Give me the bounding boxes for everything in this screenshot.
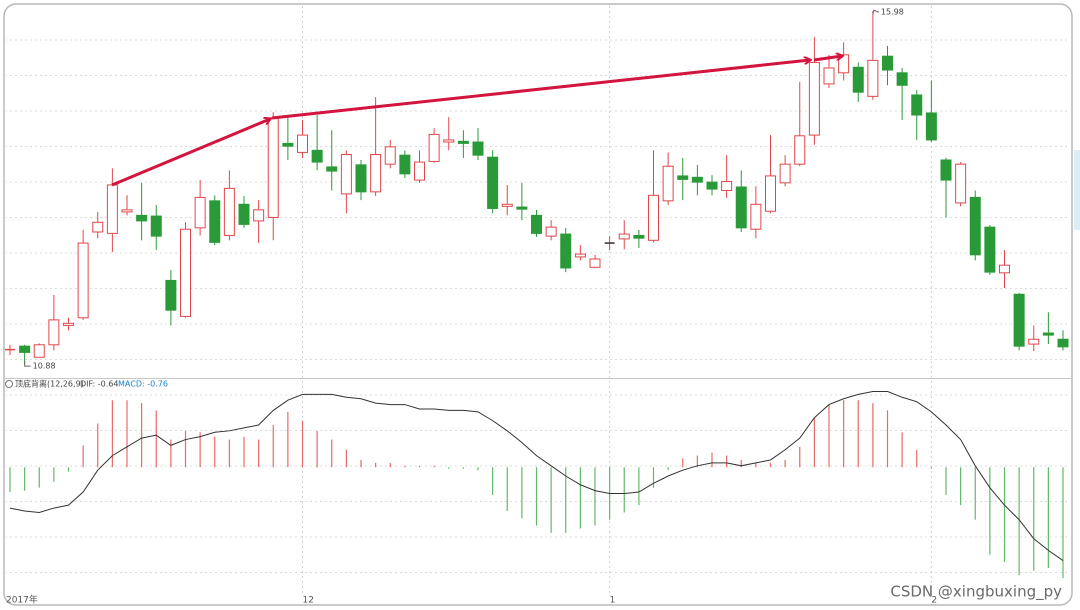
- candle-body: [253, 209, 265, 222]
- candle-body: [1042, 332, 1054, 336]
- candle-body: [516, 206, 528, 210]
- candle-body: [911, 94, 923, 116]
- high-label: 15.98: [881, 8, 904, 17]
- candle-body: [852, 66, 864, 93]
- candle-body: [633, 234, 645, 239]
- label-hook: [24, 361, 31, 367]
- candle-body: [19, 345, 31, 353]
- candle-body: [48, 319, 60, 346]
- candle-body: [867, 59, 879, 97]
- x-tick-label: 12: [303, 596, 314, 606]
- candle-body: [691, 176, 703, 183]
- candle-body: [399, 154, 411, 175]
- candle-body: [326, 166, 338, 172]
- x-tick-label: 1: [610, 596, 616, 606]
- arrow: [271, 60, 810, 120]
- candle-body: [1028, 338, 1040, 345]
- candle-body: [165, 279, 177, 311]
- label-hook: [872, 9, 880, 15]
- candle-body: [955, 163, 967, 204]
- candle-body: [648, 194, 659, 241]
- candle-body: [238, 203, 250, 225]
- candle-body: [794, 135, 806, 165]
- candle-body: [136, 214, 148, 222]
- candle-body: [77, 242, 89, 319]
- candle-body: [925, 112, 937, 141]
- x-tick-label: 2017年: [6, 594, 38, 606]
- candle-body: [106, 184, 118, 234]
- dif-legend: DIF: -0.64: [80, 380, 118, 389]
- candle-body: [882, 55, 893, 71]
- candle-body: [501, 203, 513, 207]
- candle-body: [297, 134, 308, 153]
- candle-body: [33, 344, 45, 358]
- arrow: [813, 56, 842, 62]
- candle-body: [472, 141, 484, 156]
- arrow: [111, 119, 270, 187]
- candle-body: [340, 153, 352, 195]
- candle-body: [706, 181, 718, 190]
- candle-body: [560, 233, 572, 269]
- candle-body: [487, 156, 499, 209]
- candle-body: [896, 72, 908, 86]
- x-tick-label: 2: [931, 596, 937, 606]
- candle-body: [92, 221, 104, 233]
- candle-body: [662, 165, 674, 202]
- candle-body: [282, 142, 294, 147]
- candle-body: [209, 200, 221, 243]
- candle-body: [984, 226, 996, 273]
- macd-legend: MACD: -0.76: [118, 380, 168, 389]
- candle-body: [267, 117, 279, 218]
- indicator-icon: [5, 380, 13, 388]
- candle-body: [545, 226, 557, 237]
- candle-body: [194, 196, 206, 229]
- candle-body: [677, 175, 689, 180]
- candle-body: [355, 164, 367, 193]
- candle-body: [180, 228, 191, 317]
- candle-body: [779, 163, 791, 184]
- candle-body: [574, 253, 586, 258]
- candle-body: [618, 233, 630, 240]
- candle-body: [311, 149, 323, 163]
- candle-body: [414, 161, 425, 181]
- candle-body: [150, 215, 162, 237]
- candle-body: [589, 258, 601, 268]
- candle-body: [808, 61, 820, 136]
- indicator-title: 顶底背离(12,26,9): [15, 379, 84, 389]
- candle-body: [63, 322, 74, 326]
- low-label: 10.88: [33, 362, 56, 371]
- price-grid: [6, 6, 1070, 377]
- candle-body: [823, 67, 835, 85]
- candle-body: [121, 209, 133, 213]
- trend-arrows: [111, 56, 842, 187]
- candle-body: [443, 139, 455, 143]
- candle-body: [223, 187, 235, 236]
- side-strip: [1074, 150, 1080, 230]
- candle-body: [384, 146, 396, 165]
- candle-body: [457, 140, 469, 144]
- candle-body: [969, 196, 981, 256]
- candle-body: [940, 159, 952, 181]
- candle-body: [750, 203, 762, 230]
- candle-body: [531, 214, 542, 234]
- dif-line: [9, 390, 1064, 561]
- candle-body: [370, 153, 382, 193]
- candle-body: [428, 133, 440, 162]
- candle-body: [1013, 293, 1025, 347]
- watermark: CSDN @xingbuxing_py: [890, 583, 1062, 602]
- candle-body: [721, 180, 733, 191]
- macd-grid: [6, 392, 1070, 592]
- candle-body: [1057, 338, 1069, 348]
- candle-body: [735, 186, 747, 229]
- candle-body: [999, 264, 1010, 274]
- candle-body: [765, 175, 776, 212]
